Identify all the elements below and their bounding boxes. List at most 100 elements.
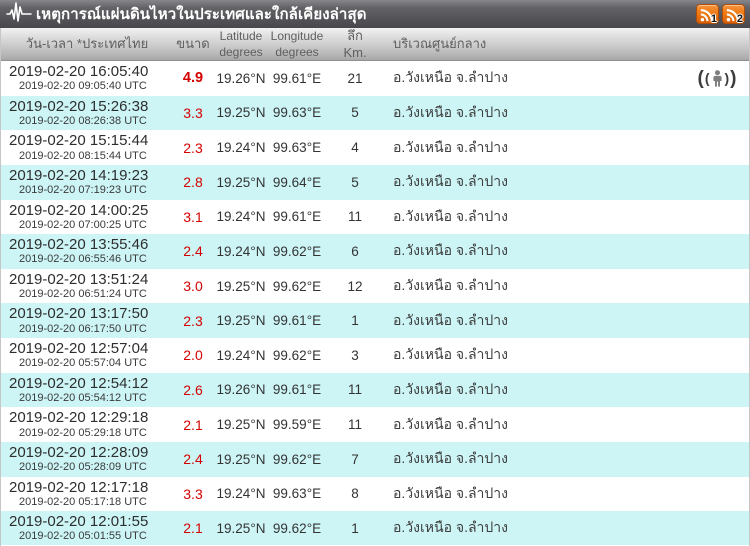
datetime-cell: 2019-02-20 12:54:12 2019-02-20 05:54:12 …: [1, 375, 173, 405]
utc-time: 2019-02-20 06:51:24 UTC: [19, 288, 147, 301]
location-value: อ.วังเหนือ จ.ลำปาง: [393, 519, 508, 536]
magnitude-value: 3.0: [183, 278, 203, 295]
location-value: อ.วังเหนือ จ.ลำปาง: [393, 311, 508, 328]
longitude-value: 99.62°E: [272, 451, 322, 467]
longitude-value: 99.62°E: [272, 520, 322, 536]
depth-value: 5: [351, 174, 359, 190]
table-row: 2019-02-20 12:29:18 2019-02-20 05:29:18 …: [1, 407, 749, 442]
utc-time: 2019-02-20 08:15:44 UTC: [19, 149, 147, 162]
local-time: 2019-02-20 12:01:55: [9, 513, 149, 531]
table-body: 2019-02-20 16:05:40 2019-02-20 09:05:40 …: [1, 61, 749, 545]
datetime-cell: 2019-02-20 12:57:04 2019-02-20 05:57:04 …: [1, 340, 173, 370]
local-time: 2019-02-20 15:15:44: [9, 132, 149, 150]
latitude-value: 19.25°N: [216, 451, 266, 467]
rss-1-label: 1: [710, 13, 717, 25]
table-row: 2019-02-20 12:01:55 2019-02-20 05:01:55 …: [1, 511, 749, 545]
depth-value: 3: [351, 347, 359, 363]
longitude-value: 99.61°E: [272, 209, 322, 225]
datetime-cell: 2019-02-20 13:17:50 2019-02-20 06:17:50 …: [1, 305, 173, 335]
depth-value: 7: [351, 451, 359, 467]
longitude-value: 99.59°E: [272, 417, 322, 433]
local-time: 2019-02-20 12:29:18: [9, 409, 149, 427]
location-value: อ.วังเหนือ จ.ลำปาง: [393, 69, 508, 86]
table-row: 2019-02-20 13:55:46 2019-02-20 06:55:46 …: [1, 234, 749, 269]
table-row: 2019-02-20 14:19:23 2019-02-20 07:19:23 …: [1, 164, 749, 200]
location-value: อ.วังเหนือ จ.ลำปาง: [393, 277, 508, 294]
table-header-row: วัน-เวลา *ประเทศไทย ขนาด Latitude degree…: [1, 28, 749, 61]
longitude-value: 99.62°E: [272, 347, 322, 363]
table-row: 2019-02-20 12:54:12 2019-02-20 05:54:12 …: [1, 372, 749, 408]
latitude-value: 19.25°N: [216, 520, 266, 536]
local-time: 2019-02-20 14:19:23: [9, 166, 149, 184]
col-header-latitude: Latitude degrees: [219, 29, 263, 59]
depth-value: 1: [351, 313, 359, 329]
table-row: 2019-02-20 13:17:50 2019-02-20 06:17:50 …: [1, 303, 749, 338]
col-header-depth: ลึก Km.: [343, 28, 367, 60]
datetime-cell: 2019-02-20 13:55:46 2019-02-20 06:55:46 …: [1, 236, 173, 266]
datetime-cell: 2019-02-20 14:19:23 2019-02-20 07:19:23 …: [1, 167, 173, 197]
utc-time: 2019-02-20 07:19:23 UTC: [19, 184, 147, 197]
latitude-value: 19.25°N: [216, 174, 266, 190]
longitude-value: 99.63°E: [272, 140, 322, 156]
depth-value: 11: [347, 382, 362, 398]
rss-feed-1-button[interactable]: 1: [696, 4, 719, 25]
latitude-value: 19.24°N: [216, 243, 266, 259]
page-title: เหตุการณ์แผ่นดินไหวในประเทศและใกล้เคียงล…: [36, 5, 367, 23]
rss-icon: [726, 9, 739, 22]
datetime-cell: 2019-02-20 12:01:55 2019-02-20 05:01:55 …: [1, 513, 173, 543]
utc-time: 2019-02-20 05:01:55 UTC: [19, 530, 147, 543]
datetime-cell: 2019-02-20 12:28:09 2019-02-20 05:28:09 …: [1, 444, 173, 474]
utc-time: 2019-02-20 05:57:04 UTC: [19, 357, 147, 370]
depth-value: 8: [351, 486, 359, 502]
location-value: อ.วังเหนือ จ.ลำปาง: [393, 346, 508, 363]
latitude-value: 19.26°N: [216, 70, 266, 86]
latitude-value: 19.25°N: [216, 278, 266, 294]
col-header-magnitude: ขนาด: [176, 36, 210, 52]
utc-time: 2019-02-20 09:05:40 UTC: [19, 80, 147, 93]
depth-value: 11: [347, 209, 362, 225]
rss-2-label: 2: [736, 13, 743, 25]
table-row: 2019-02-20 13:51:24 2019-02-20 06:51:24 …: [1, 268, 749, 304]
latitude-value: 19.25°N: [216, 417, 266, 433]
longitude-value: 99.64°E: [272, 174, 322, 190]
utc-time: 2019-02-20 06:17:50 UTC: [19, 322, 147, 335]
latitude-value: 19.24°N: [216, 209, 266, 225]
seismograph-icon: [6, 0, 32, 29]
depth-value: 12: [347, 278, 363, 294]
utc-time: 2019-02-20 05:54:12 UTC: [19, 391, 147, 404]
utc-time: 2019-02-20 06:55:46 UTC: [19, 253, 147, 266]
magnitude-value: 3.1: [183, 208, 203, 225]
longitude-value: 99.62°E: [272, 278, 322, 294]
location-value: อ.วังเหนือ จ.ลำปาง: [393, 450, 508, 467]
latitude-value: 19.24°N: [216, 140, 266, 156]
location-value: อ.วังเหนือ จ.ลำปาง: [393, 415, 508, 432]
longitude-value: 99.63°E: [272, 105, 322, 121]
col-header-location: บริเวณศูนย์กลาง: [393, 36, 487, 52]
depth-value: 5: [351, 105, 359, 121]
table-row: 2019-02-20 12:57:04 2019-02-20 05:57:04 …: [1, 338, 749, 373]
rss-icon: [700, 9, 713, 22]
local-time: 2019-02-20 12:28:09: [9, 443, 149, 461]
datetime-cell: 2019-02-20 12:29:18 2019-02-20 05:29:18 …: [1, 409, 173, 439]
latitude-value: 19.24°N: [216, 486, 266, 502]
earthquake-table: วัน-เวลา *ประเทศไทย ขนาด Latitude degree…: [0, 28, 750, 546]
rss-feed-2-button[interactable]: 2: [722, 4, 745, 25]
datetime-cell: 2019-02-20 14:00:25 2019-02-20 07:00:25 …: [1, 202, 173, 232]
local-time: 2019-02-20 13:55:46: [9, 236, 149, 254]
utc-time: 2019-02-20 07:00:25 UTC: [19, 218, 147, 231]
local-time: 2019-02-20 16:05:40: [9, 63, 149, 81]
table-row: 2019-02-20 15:26:38 2019-02-20 08:26:38 …: [1, 95, 749, 131]
magnitude-value: 2.4: [183, 243, 203, 260]
latitude-value: 19.26°N: [216, 382, 266, 398]
location-value: อ.วังเหนือ จ.ลำปาง: [393, 380, 508, 397]
location-value: อ.วังเหนือ จ.ลำปาง: [393, 207, 508, 224]
local-time: 2019-02-20 12:57:04: [9, 340, 149, 358]
table-row: 2019-02-20 15:15:44 2019-02-20 08:15:44 …: [1, 130, 749, 165]
magnitude-value: 2.3: [183, 139, 203, 156]
location-value: อ.วังเหนือ จ.ลำปาง: [393, 484, 508, 501]
magnitude-value: 2.1: [183, 520, 203, 537]
latitude-value: 19.24°N: [216, 347, 266, 363]
magnitude-value: 2.3: [183, 312, 203, 329]
magnitude-value: 2.4: [183, 451, 203, 468]
datetime-cell: 2019-02-20 15:15:44 2019-02-20 08:15:44 …: [1, 132, 173, 162]
